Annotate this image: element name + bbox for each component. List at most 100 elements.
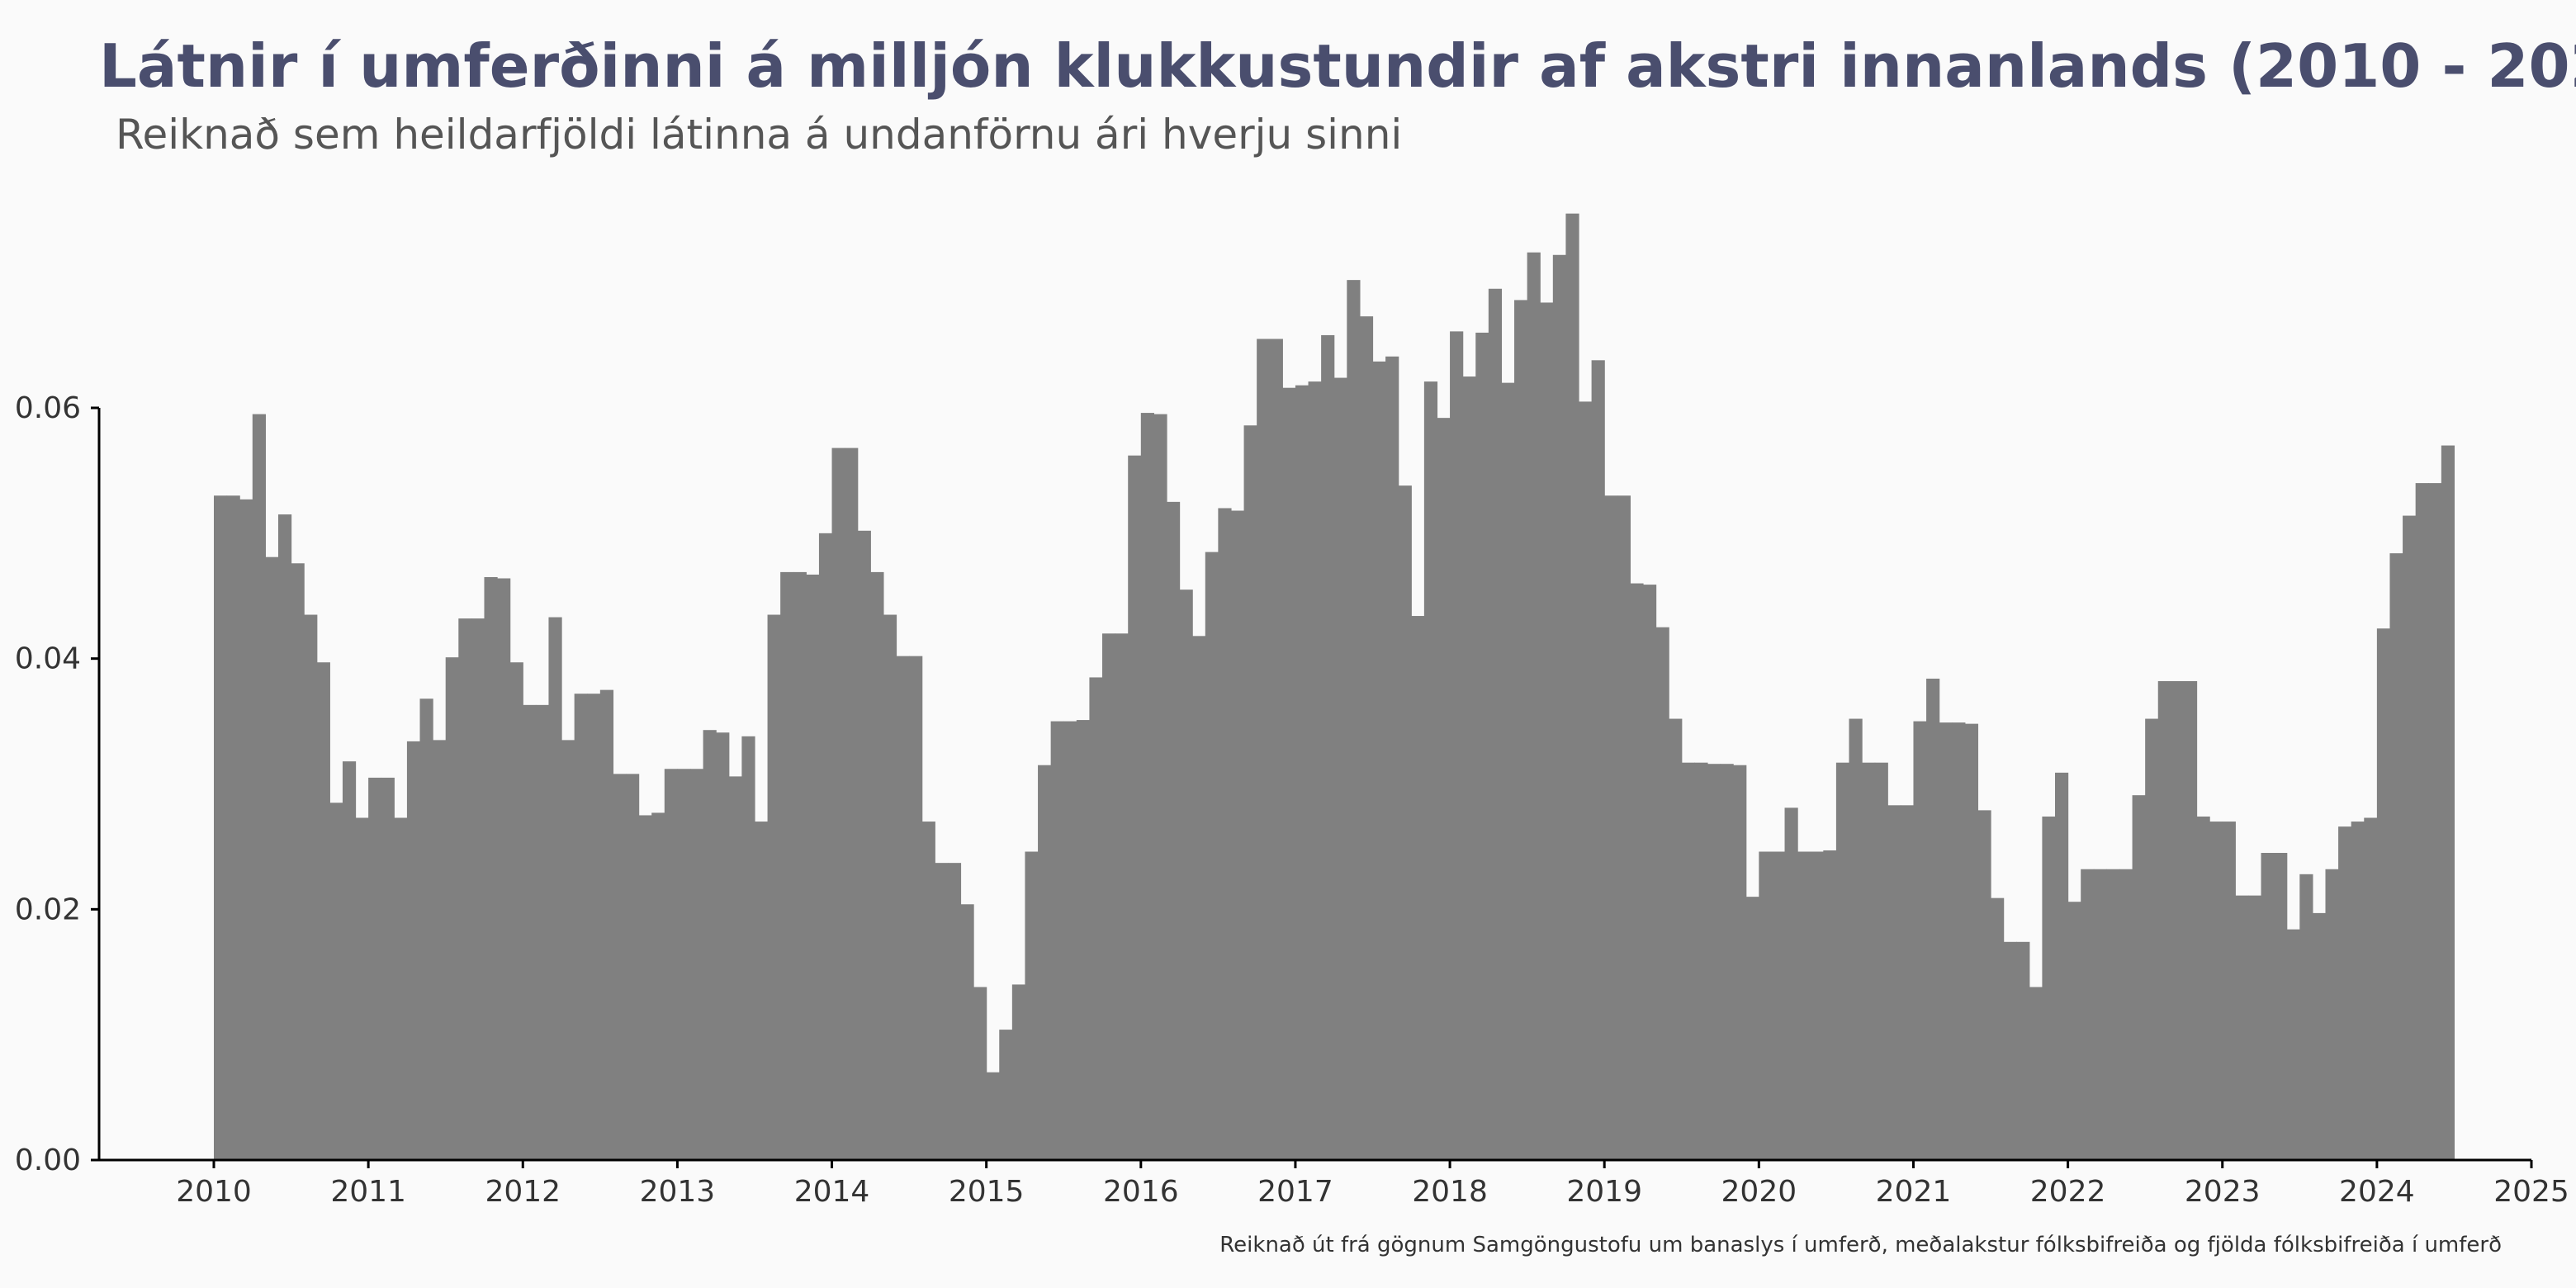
bar	[2055, 772, 2069, 1160]
chart-caption: Reiknað út frá gögnum Samgöngustofu um b…	[1219, 1233, 2502, 1257]
bar	[226, 495, 240, 1160]
bar	[1591, 360, 1605, 1160]
bar	[2376, 628, 2391, 1160]
bar	[1475, 332, 1489, 1160]
bar	[1038, 765, 1052, 1160]
bar	[1025, 851, 1039, 1160]
bar	[1140, 413, 1154, 1160]
bar	[548, 617, 562, 1160]
bar	[368, 777, 382, 1160]
bar	[638, 815, 652, 1160]
bar	[1359, 316, 1374, 1161]
x-tick-label: 2023	[2185, 1175, 2261, 1209]
bar	[1835, 762, 1850, 1160]
bar	[1462, 376, 1476, 1161]
bar	[2235, 895, 2249, 1160]
bar	[1488, 288, 1503, 1161]
bar	[458, 618, 472, 1160]
bar	[1089, 677, 1103, 1160]
bar	[677, 769, 691, 1160]
bar	[304, 614, 318, 1160]
bar	[960, 904, 974, 1160]
bar	[1372, 361, 1386, 1160]
bar	[870, 571, 884, 1160]
x-tick-label: 2018	[1412, 1175, 1488, 1209]
bar	[1759, 851, 1773, 1160]
bar	[2042, 816, 2056, 1160]
bar	[818, 533, 833, 1160]
bar	[1823, 850, 1837, 1160]
bar	[2157, 680, 2171, 1160]
bar	[1192, 636, 1206, 1160]
bar	[2286, 929, 2300, 1160]
bar	[1205, 552, 1219, 1160]
bar	[1552, 254, 1567, 1161]
bar	[445, 657, 459, 1160]
x-tick-label: 2010	[176, 1175, 252, 1209]
bar	[2389, 553, 2403, 1160]
x-tick-label: 2011	[330, 1175, 406, 1209]
bar	[1991, 897, 2005, 1160]
bar	[1243, 425, 1257, 1160]
bar	[329, 803, 343, 1160]
bar	[1887, 805, 1901, 1160]
bar	[2016, 941, 2030, 1160]
bar	[2081, 869, 2095, 1160]
bar	[2274, 853, 2288, 1160]
bar	[2171, 680, 2185, 1160]
bar	[1282, 387, 1296, 1160]
bar	[2312, 912, 2327, 1160]
bar	[2441, 445, 2455, 1160]
bar	[767, 614, 781, 1160]
bar	[1655, 627, 1669, 1160]
bar	[1733, 765, 1747, 1160]
bar	[1450, 331, 1464, 1160]
bar	[1076, 720, 1091, 1160]
bar	[355, 817, 369, 1160]
bar	[1166, 501, 1181, 1160]
bar	[509, 662, 523, 1160]
bar	[1681, 762, 1695, 1160]
bar	[1153, 414, 1167, 1160]
bar	[2261, 853, 2275, 1160]
bar	[1321, 334, 1335, 1161]
x-tick-label: 2019	[1566, 1175, 1642, 1209]
bar	[2299, 874, 2313, 1160]
bar	[2247, 895, 2262, 1160]
bar	[664, 769, 678, 1160]
x-tick-label: 2025	[2493, 1175, 2569, 1209]
bar	[780, 571, 794, 1160]
x-tick-label: 2014	[794, 1175, 870, 1209]
bar	[1900, 805, 1915, 1160]
bar	[1398, 485, 1412, 1160]
bar	[2325, 869, 2339, 1160]
bar	[497, 578, 511, 1160]
bar	[1617, 495, 1631, 1160]
bar	[1501, 382, 1515, 1161]
bar	[1579, 401, 1593, 1160]
bar	[703, 730, 717, 1160]
bar	[561, 740, 575, 1160]
bar	[2067, 902, 2081, 1160]
bar	[265, 556, 279, 1160]
x-tick-label: 2015	[949, 1175, 1025, 1209]
bar	[857, 530, 871, 1160]
bar	[433, 740, 447, 1160]
bar	[1669, 718, 1683, 1160]
bar	[1926, 678, 1940, 1160]
bar	[1527, 252, 1541, 1160]
bar	[1604, 495, 1618, 1160]
bar	[1720, 764, 1734, 1160]
bar	[535, 704, 550, 1160]
bar	[1437, 418, 1451, 1160]
bar	[793, 571, 807, 1160]
bars-group	[214, 213, 2455, 1161]
bar	[1810, 851, 1824, 1160]
bar	[1269, 339, 1283, 1160]
bar	[935, 863, 949, 1160]
bar	[2338, 826, 2352, 1160]
bar	[1063, 721, 1077, 1160]
bar	[1630, 583, 1644, 1160]
bar	[2132, 795, 2146, 1160]
